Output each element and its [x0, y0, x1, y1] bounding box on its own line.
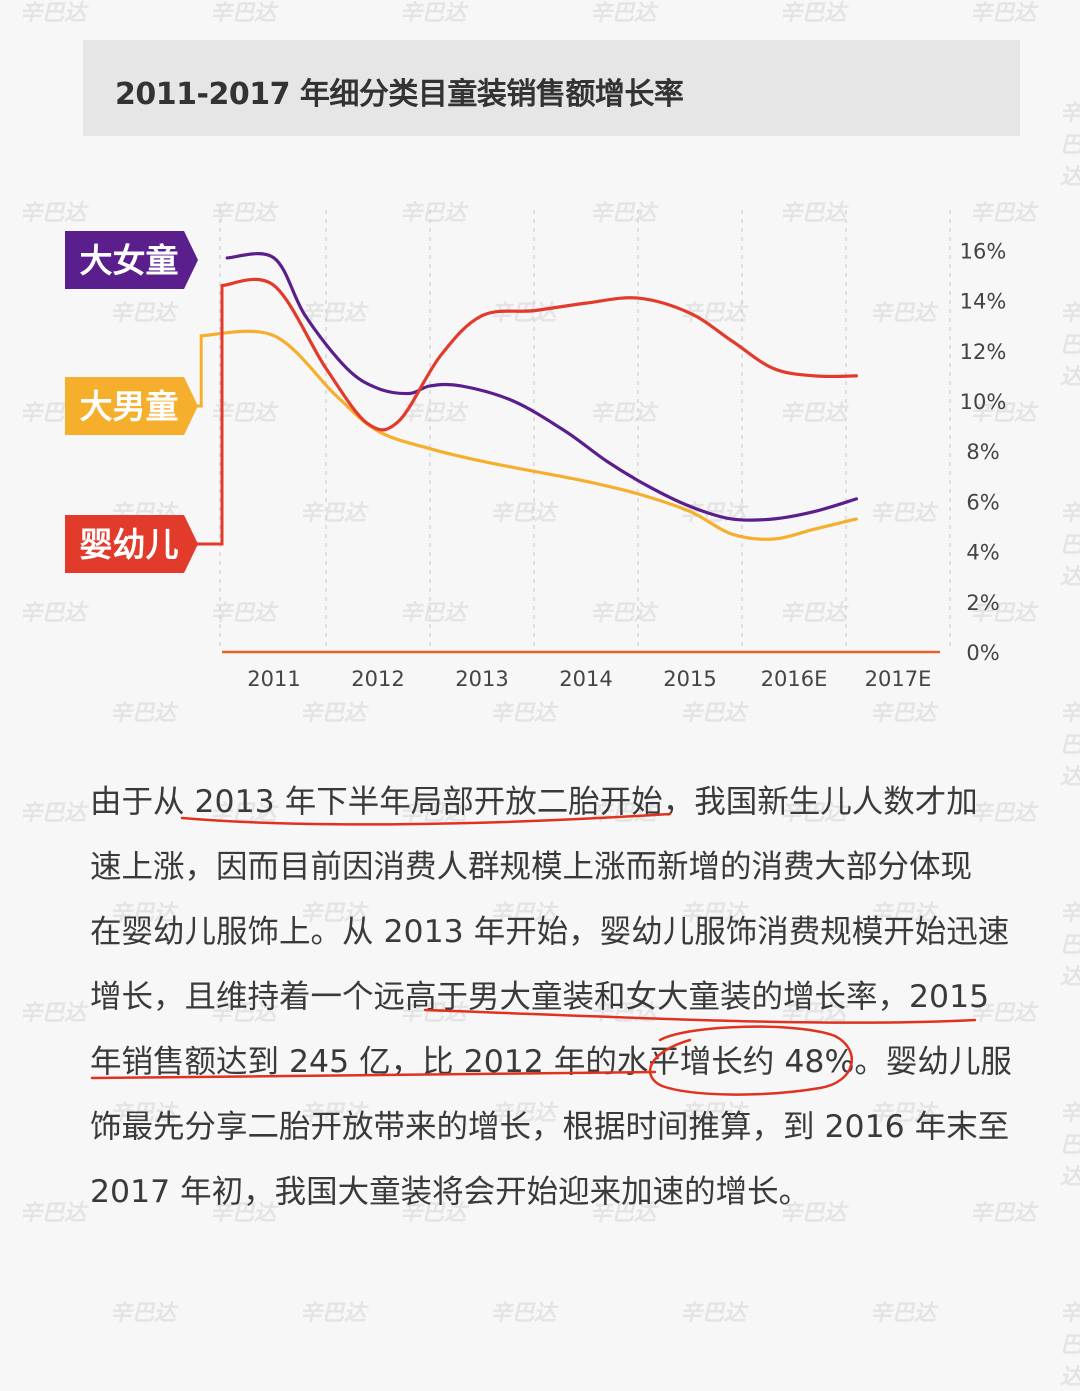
paragraph-line: 由于从 2013 年下半年局部开放二胎开始，我国新生儿人数才加 [90, 784, 978, 820]
x-tick-label: 2012 [351, 667, 404, 691]
x-tick-label: 2016E [761, 667, 828, 691]
y-tick-label: 4% [966, 541, 999, 565]
paragraph-line: 年销售额达到 245 亿，比 2012 年的水平增长约 48%。婴幼儿服 [90, 1044, 1012, 1080]
series-line-2 [220, 277, 858, 432]
legend-item: 大女童 [65, 231, 198, 289]
y-tick-label: 2% [966, 591, 999, 615]
axes: 2011 2012 2013 2014 2015 2016E 2017E 0% 2% 4% 6% 8%… [222, 239, 1006, 691]
watermark-text: 辛巴达 [970, 1, 1037, 26]
x-tick-label: 2014 [559, 667, 612, 691]
legend-swatch [65, 231, 198, 289]
y-tick-label: 10% [960, 390, 1007, 414]
title-bar: 2011-2017 年细分类目童装销售额增长率 [83, 40, 1020, 136]
watermark-text: 辛巴达 [110, 1301, 177, 1326]
legend-item: 大男童 [65, 377, 198, 435]
watermark-text: 辛巴达 [1060, 901, 1080, 990]
watermark-text: 辛巴达 [300, 1301, 367, 1326]
y-tick-label: 16% [960, 239, 1007, 263]
x-tick-label: 2011 [247, 667, 300, 691]
paragraph-line: 在婴幼儿服饰上。从 2013 年开始，婴幼儿服饰消费规模开始迅速 [90, 914, 1010, 950]
watermark-text: 辛巴达 [680, 1301, 747, 1326]
legend-swatch [65, 377, 198, 435]
legend-connector [196, 335, 203, 408]
watermark-text: 辛巴达 [780, 1, 847, 26]
x-tick-label: 2017E [865, 667, 932, 691]
watermark-text: 辛巴达 [210, 1, 277, 26]
watermark-text: 辛巴达 [20, 1001, 87, 1026]
paragraph-line: 2017 年初，我国大童装将会开始迎来加速的增长。 [90, 1174, 811, 1210]
watermark-text: 辛巴达 [490, 1301, 557, 1326]
watermark-text: 辛巴达 [20, 1201, 87, 1226]
legend-label: 大女童 [80, 241, 179, 280]
legend-connector [196, 285, 224, 546]
grid-lines [219, 210, 951, 650]
watermark-text: 辛巴达 [400, 1, 467, 26]
x-tick-label: 2015 [663, 667, 716, 691]
watermark-text: 辛巴达 [1060, 101, 1080, 190]
watermark-text: 辛巴达 [590, 1, 657, 26]
y-tick-label: 14% [960, 290, 1007, 314]
watermark-text: 辛巴达 [1060, 1301, 1080, 1390]
watermark-text: 辛巴达 [870, 1301, 937, 1326]
chart-title: 2011-2017 年细分类目童装销售额增长率 [115, 77, 684, 112]
paragraph-line: 饰最先分享二胎开放带来的增长，根据时间推算，到 2016 年末至 [90, 1109, 1010, 1145]
paragraph-line: 增长，且维持着一个远高于男大童装和女大童装的增长率，2015 [90, 979, 990, 1015]
legend-item: 婴幼儿 [65, 515, 198, 573]
legend-label: 婴幼儿 [80, 525, 179, 564]
y-tick-label: 6% [966, 490, 999, 514]
paragraph-line: 速上涨，因而目前因消费人群规模上涨而新增的消费大部分体现 [90, 849, 973, 885]
watermark-text: 辛巴达 [20, 801, 87, 826]
body-paragraph: 由于从 2013 年下半年局部开放二胎开始，我国新生儿人数才加 速上涨，因而目前… [90, 770, 1012, 1225]
series-lines [196, 252, 858, 546]
legend-label: 大男童 [80, 387, 179, 426]
x-tick-label: 2013 [455, 667, 508, 691]
line-chart: 2011 2012 2013 2014 2015 2016E 2017E 0% 2% 4% 6% 8%… [65, 210, 1006, 691]
series-line-1 [199, 329, 858, 541]
y-tick-label: 0% [966, 641, 999, 665]
watermark-text: 辛巴达 [1060, 1101, 1080, 1190]
series-line-0 [225, 252, 858, 522]
legend-swatch [65, 515, 198, 573]
watermark-text: 辛巴达 [20, 1, 87, 26]
y-tick-label: 12% [960, 340, 1007, 364]
y-tick-label: 8% [966, 440, 999, 464]
